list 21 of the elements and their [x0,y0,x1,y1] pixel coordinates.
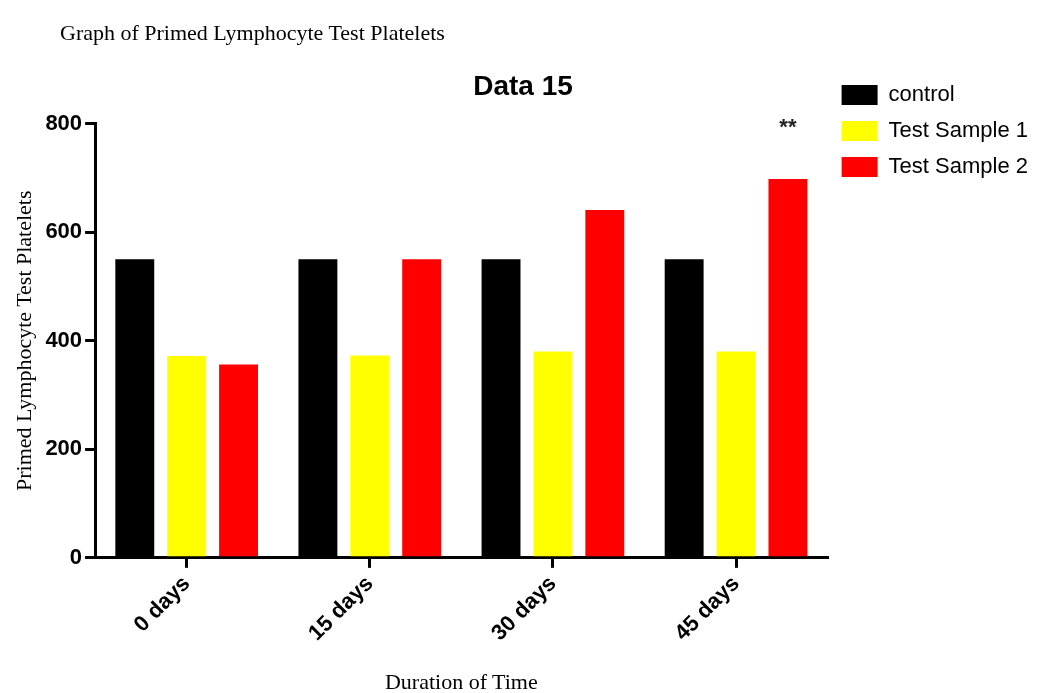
bar [585,209,625,557]
bar [533,351,573,557]
legend-label: control [888,81,955,107]
chart-title: Graph of Primed Lymphocyte Test Platelets [59,19,446,47]
bar [167,355,207,557]
chart-subtitle: Data 15 [473,69,573,101]
y-tick-label: 0 [69,543,83,569]
y-tick-label: 400 [45,326,83,352]
legend-label: Test Sample 2 [888,153,1028,179]
x-axis-title: Duration of Time [384,668,538,693]
y-tick-label: 600 [45,218,83,244]
y-tick-label: 800 [45,109,83,135]
annotation: ** [779,113,797,139]
bar [350,355,390,557]
bar [402,259,442,557]
y-tick-label: 200 [45,435,83,461]
bar [219,364,259,557]
y-axis-title: Primed Lymphocyte Test Platelets [10,190,36,491]
bar [768,178,808,557]
bar [716,351,756,557]
legend-label: Test Sample 1 [888,117,1028,143]
